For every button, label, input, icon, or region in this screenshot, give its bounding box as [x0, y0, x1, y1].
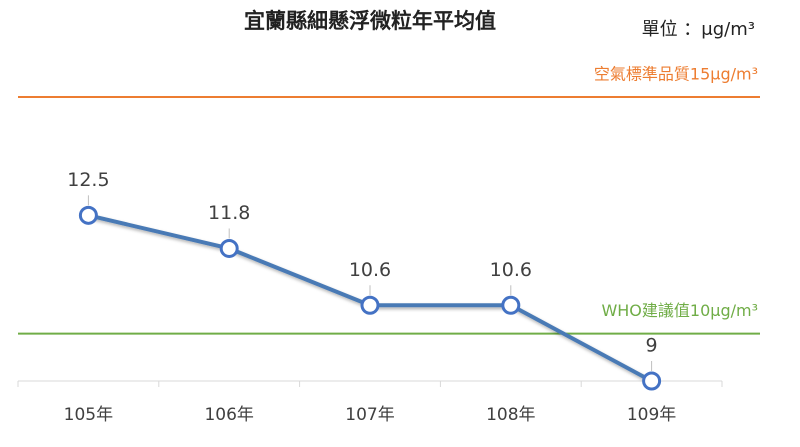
unit-label: 單位 ：μg/m³ [642, 19, 755, 40]
x-tick-label: 107年 [345, 405, 394, 425]
x-tick-label: 108年 [486, 405, 535, 425]
data-label: 9 [646, 335, 658, 357]
data-point [219, 238, 239, 258]
reference-label: WHO建議值10μg/m³ [601, 301, 758, 320]
data-label: 12.5 [67, 169, 109, 191]
data-point [78, 205, 98, 225]
chart-title: 宜蘭縣細懸浮微粒年平均值 [244, 9, 496, 33]
reference-label: 空氣標準品質15μg/m³ [594, 65, 758, 84]
x-tick-label: 106年 [204, 405, 253, 425]
data-label: 11.8 [208, 202, 250, 224]
x-tick-label: 105年 [64, 405, 113, 425]
data-point [642, 371, 662, 391]
data-label: 10.6 [490, 259, 532, 281]
data-point [501, 295, 521, 315]
data-label: 10.6 [349, 259, 391, 281]
data-point [360, 295, 380, 315]
x-tick-label: 109年 [627, 405, 676, 425]
